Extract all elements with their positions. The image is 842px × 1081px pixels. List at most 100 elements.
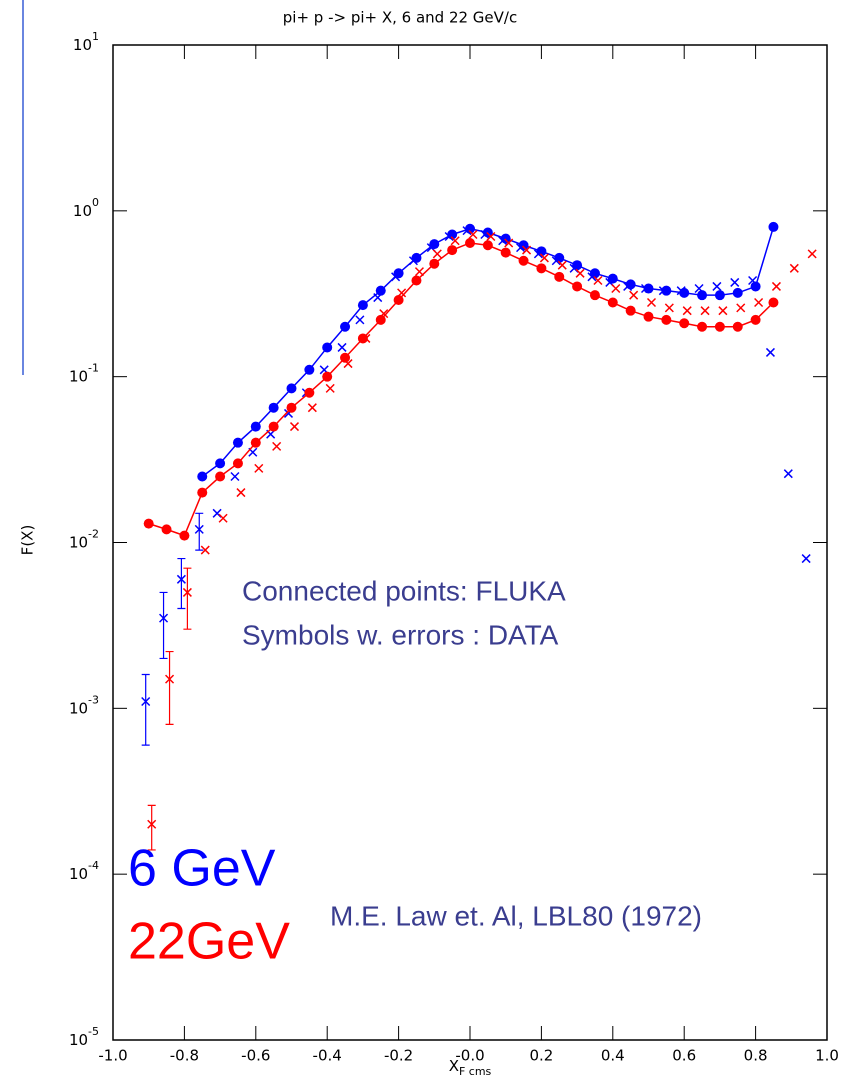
data-point [557, 260, 567, 270]
fluka-point [215, 458, 226, 469]
y-tick-label: 101 [73, 30, 99, 54]
x-tick-label: -0.8 [170, 1047, 199, 1065]
fluka-point [661, 314, 672, 325]
y-tick-exponent: -5 [88, 1025, 99, 1038]
data-point [504, 238, 514, 248]
data-point [408, 256, 418, 266]
annotation: Symbols w. errors : DATA [242, 619, 559, 650]
error-bar [159, 591, 168, 660]
fluka-point [732, 321, 743, 332]
data-point [397, 288, 407, 298]
fluka-point [679, 318, 690, 329]
data-point [307, 403, 317, 413]
fluka-point [572, 281, 583, 292]
data-point [658, 286, 668, 296]
y-tick-base: 10 [69, 367, 88, 385]
data-point [629, 290, 639, 300]
data-point [718, 306, 728, 316]
y-tick-base: 10 [69, 533, 88, 551]
data-point [236, 488, 246, 498]
data-point [141, 696, 151, 706]
data-point [343, 359, 353, 369]
error-bar [183, 567, 192, 630]
fluka-point [232, 437, 243, 448]
x-tick-label: -0.4 [313, 1047, 342, 1065]
data-point [379, 309, 389, 319]
fluka-point [429, 258, 440, 269]
fluka-point [465, 237, 475, 248]
fluka-point [250, 437, 261, 448]
fluka-point [447, 245, 458, 256]
data-point [391, 272, 401, 282]
x-tick-label: -1.0 [98, 1047, 127, 1065]
data-point [754, 297, 764, 308]
fluka-point [625, 305, 636, 316]
data-point [551, 256, 561, 266]
data-point [730, 277, 740, 287]
x-tick-label: 0.6 [672, 1047, 696, 1065]
fluka-point [286, 402, 297, 413]
fluka-point [357, 300, 368, 311]
data-point [468, 229, 478, 240]
data-point [664, 303, 674, 313]
error-bar [141, 673, 150, 746]
fluka-point [697, 290, 708, 301]
fluka-point [286, 383, 297, 394]
fluka-point [197, 487, 208, 498]
fluka-point [714, 290, 725, 301]
x-tick-label: 0.4 [601, 1047, 625, 1065]
fluka-point [357, 333, 368, 344]
fluka-point [643, 311, 654, 322]
chart-title: pi+ p -> pi+ X, 6 and 22 GeV/c [283, 9, 517, 27]
data-point [254, 463, 264, 473]
x-tick-label: 0.2 [529, 1047, 553, 1065]
data-point [462, 226, 472, 236]
data-point [694, 283, 704, 294]
data-point [593, 275, 603, 286]
fluka-point [750, 281, 761, 292]
fluka-point [340, 352, 351, 363]
x-tick-label: -0.0 [455, 1047, 484, 1065]
data-point [771, 281, 781, 291]
y-tick-exponent: -4 [88, 859, 99, 872]
data-point [700, 306, 710, 316]
data-point [218, 513, 228, 523]
legend-label: 6 GeV [128, 840, 276, 898]
y-tick-exponent: -3 [88, 693, 99, 706]
data-point [176, 574, 186, 584]
y-tick-label: 100 [73, 196, 99, 220]
data-point [783, 469, 793, 479]
y-tick-exponent: 1 [92, 30, 99, 43]
fluka-point [268, 421, 279, 432]
data-point [575, 268, 585, 278]
data-point [289, 422, 300, 432]
fluka-point [518, 255, 529, 266]
data-point [373, 293, 383, 303]
data-point [789, 263, 799, 273]
y-tick-label: 10-2 [69, 528, 99, 552]
y-tick-label: 10-3 [69, 693, 99, 717]
fluka-point [643, 283, 654, 294]
data-point [516, 243, 526, 253]
y-tick-label: 10-5 [69, 1025, 99, 1049]
data-point [623, 281, 633, 291]
y-tick-base: 10 [69, 865, 88, 883]
data-point [272, 441, 282, 451]
data-point [200, 545, 210, 555]
data-point [807, 249, 817, 259]
data-point [337, 342, 347, 352]
fluka-point [554, 271, 565, 282]
fluka-point [143, 518, 154, 529]
error-bar [147, 804, 156, 851]
data-point [194, 524, 204, 534]
fluka-point [179, 530, 190, 541]
data-point [587, 272, 597, 282]
data-point [748, 275, 758, 286]
x-axis-label-main: X [449, 1057, 459, 1075]
data-point [450, 236, 460, 246]
error-bar [195, 512, 204, 551]
fluka-point [268, 402, 279, 413]
data-point [533, 249, 543, 259]
fluka-line [201, 226, 775, 478]
